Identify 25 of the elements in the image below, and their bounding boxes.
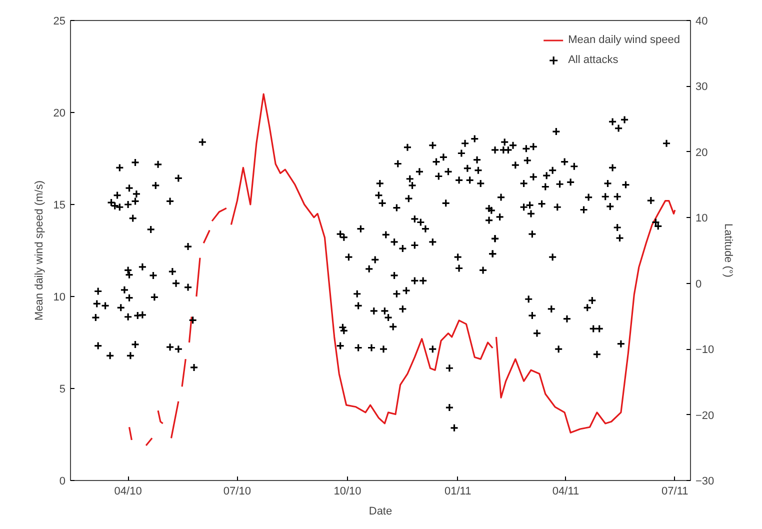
- legend-label: All attacks: [568, 54, 618, 66]
- x-tick-label: 01/11: [444, 486, 472, 498]
- y2-tick-label: −30: [696, 476, 714, 488]
- y2-tick-label: 20: [696, 146, 708, 159]
- x-tick-label: 07/10: [223, 486, 251, 498]
- x-tick-label: 07/11: [662, 486, 688, 498]
- legend-label: Mean daily wind speed: [568, 34, 680, 46]
- y2-axis-title: Latitude (°): [722, 224, 734, 278]
- x-tick-label: 10/10: [334, 486, 362, 498]
- y-tick-label: 20: [53, 108, 66, 120]
- y2-tick-label: −10: [696, 344, 714, 356]
- y2-tick-label: −20: [696, 410, 714, 422]
- y-tick-label: 15: [53, 200, 66, 212]
- y-tick-label: 5: [59, 384, 66, 396]
- y2-tick-label: 0: [696, 278, 702, 290]
- y-tick-label: 10: [53, 292, 66, 304]
- x-tick-label: 04/10: [114, 486, 142, 498]
- x-tick-label: 04/11: [552, 486, 580, 498]
- y2-tick-label: 40: [696, 16, 708, 28]
- y2-tick-label: 10: [696, 212, 708, 225]
- y2-tick-label: 30: [696, 81, 708, 94]
- x-axis-title: Date: [368, 506, 392, 518]
- y-tick-label: 25: [53, 16, 66, 28]
- y-axis-title: Mean daily wind speed (m/s): [33, 180, 46, 320]
- y-tick-label: 0: [59, 476, 66, 488]
